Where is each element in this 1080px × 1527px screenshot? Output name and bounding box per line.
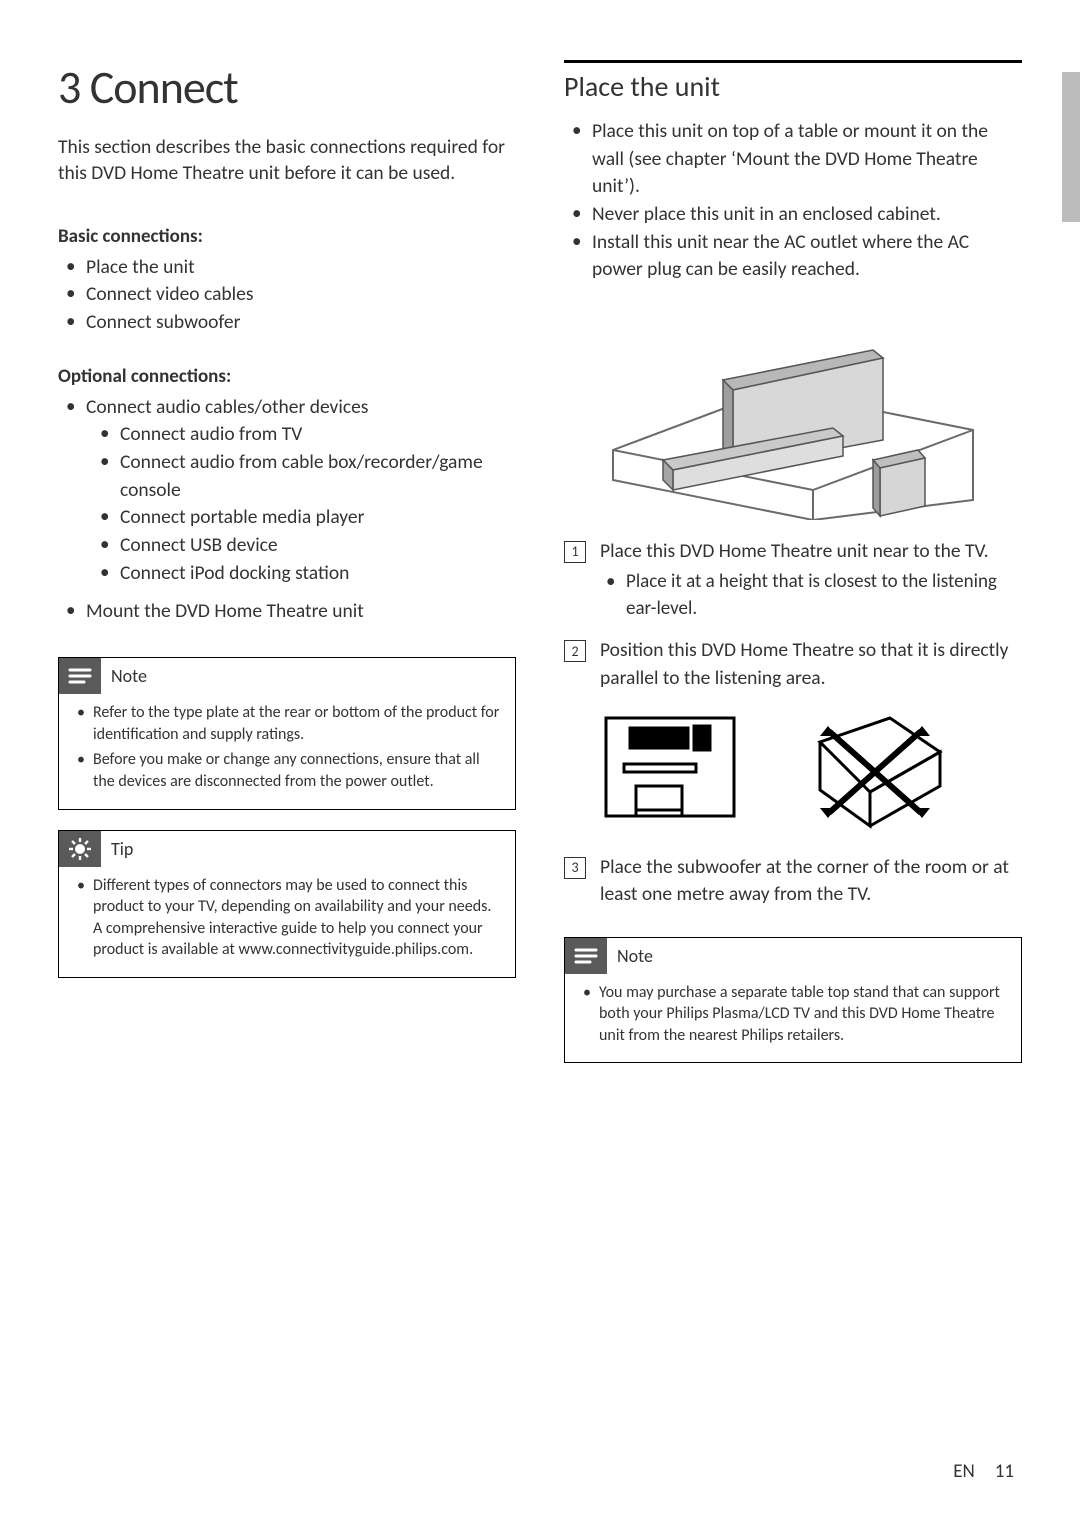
tip-item: Different types of connectors may be use… (73, 875, 501, 961)
list-item: Connect USB device (86, 532, 516, 560)
step-number: 3 (564, 857, 586, 879)
parallel-illustrations (600, 712, 1022, 832)
placement-illustration (564, 310, 1022, 520)
note-icon (59, 658, 101, 694)
list-item: Place this unit on top of a table or mou… (564, 118, 1022, 201)
list-item: Connect subwoofer (58, 309, 516, 337)
note-title: Note (617, 945, 653, 967)
section-title: Connect (90, 60, 238, 116)
step-number: 1 (564, 541, 586, 563)
note-callout: Note Refer to the type plate at the rear… (58, 657, 516, 809)
note-icon (565, 938, 607, 974)
right-title: Place the unit (564, 60, 1022, 104)
tip-title: Tip (111, 838, 133, 860)
language-tab (1062, 72, 1080, 222)
list-item-label: Connect audio cables/other devices (86, 395, 368, 419)
list-item: Mount the DVD Home Theatre unit (58, 598, 516, 626)
placement-steps: 1 Place this DVD Home Theatre unit near … (564, 538, 1022, 706)
intro-text: This section describes the basic connect… (58, 134, 516, 187)
optional-connections-list: Connect audio cables/other devices Conne… (58, 394, 516, 626)
footer-lang: EN (953, 1460, 975, 1483)
note-callout-right: Note You may purchase a separate table t… (564, 937, 1022, 1064)
placement-steps-cont: 3 Place the subwoofer at the corner of t… (564, 854, 1022, 923)
step-number: 2 (564, 640, 586, 662)
optional-connections-head: Optional connections: (58, 365, 516, 388)
optional-sub-list: Connect audio from TV Connect audio from… (86, 421, 516, 587)
tip-icon (59, 831, 101, 867)
list-item: Place the unit (58, 254, 516, 282)
step-1: 1 Place this DVD Home Theatre unit near … (564, 538, 1022, 623)
list-item: Connect portable media player (86, 504, 516, 532)
list-item: Connect iPod docking station (86, 560, 516, 588)
note-item: Before you make or change any connection… (73, 749, 501, 792)
step-3: 3 Place the subwoofer at the corner of t… (564, 854, 1022, 909)
basic-connections-head: Basic connections: (58, 225, 516, 248)
list-item: Install this unit near the AC outlet whe… (564, 229, 1022, 284)
section-number: 3 (58, 60, 80, 116)
step-text: Place this DVD Home Theatre unit near to… (600, 539, 989, 563)
section-heading: 3 Connect (58, 60, 516, 116)
note-item: Refer to the type plate at the rear or b… (73, 702, 501, 745)
list-item: Never place this unit in an enclosed cab… (564, 201, 1022, 229)
note-title: Note (111, 665, 147, 687)
page-footer: EN 11 (953, 1460, 1014, 1483)
right-column: Place the unit Place this unit on top of… (564, 60, 1022, 1063)
note-item: You may purchase a separate table top st… (579, 982, 1007, 1047)
list-item: Connect video cables (58, 281, 516, 309)
list-item: Connect audio from cable box/recorder/ga… (86, 449, 516, 504)
step-2: 2 Position this DVD Home Theatre so that… (564, 637, 1022, 692)
placement-bullets: Place this unit on top of a table or mou… (564, 118, 1022, 284)
list-item: Place it at a height that is closest to … (600, 569, 1022, 623)
step-text: Place the subwoofer at the corner of the… (600, 855, 1009, 906)
list-item: Connect audio from TV (86, 421, 516, 449)
tip-callout: Tip Different types of connectors may be… (58, 830, 516, 978)
left-column: 3 Connect This section describes the bas… (58, 60, 516, 1063)
parallel-wrong-illustration (800, 712, 950, 832)
step-text: Position this DVD Home Theatre so that i… (600, 638, 1008, 689)
footer-page: 11 (995, 1460, 1014, 1483)
parallel-correct-illustration (600, 712, 740, 822)
list-item: Connect audio cables/other devices Conne… (58, 394, 516, 588)
basic-connections-list: Place the unit Connect video cables Conn… (58, 254, 516, 337)
